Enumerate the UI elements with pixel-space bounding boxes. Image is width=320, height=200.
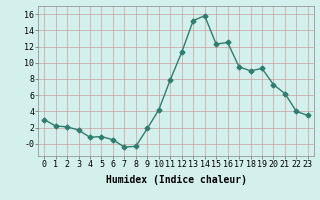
X-axis label: Humidex (Indice chaleur): Humidex (Indice chaleur)	[106, 175, 246, 185]
